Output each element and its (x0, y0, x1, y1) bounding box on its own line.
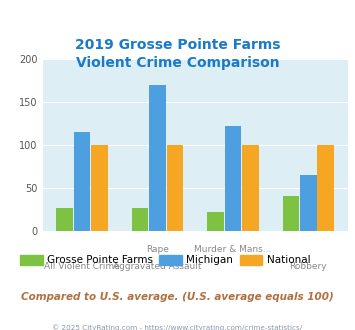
Bar (300, 175, 317, 231)
Text: Robbery: Robbery (290, 262, 327, 271)
Bar (283, 196, 299, 231)
Text: Aggravated Assault: Aggravated Assault (113, 262, 202, 271)
Bar (56, 208, 73, 231)
Bar (149, 85, 166, 231)
Text: © 2025 CityRating.com - https://www.cityrating.com/crime-statistics/: © 2025 CityRating.com - https://www.city… (53, 324, 302, 330)
Bar (225, 126, 241, 231)
Bar (207, 212, 224, 231)
Bar (242, 145, 258, 231)
Text: 2019 Grosse Pointe Farms
Violent Crime Comparison: 2019 Grosse Pointe Farms Violent Crime C… (75, 38, 280, 70)
Text: All Violent Crime: All Violent Crime (44, 262, 120, 271)
Bar (91, 145, 108, 231)
Bar (74, 132, 91, 231)
Text: Murder & Mans...: Murder & Mans... (194, 245, 272, 254)
Bar (166, 145, 183, 231)
Legend: Grosse Pointe Farms, Michigan, National: Grosse Pointe Farms, Michigan, National (16, 251, 315, 270)
Text: Compared to U.S. average. (U.S. average equals 100): Compared to U.S. average. (U.S. average … (21, 292, 334, 302)
Bar (132, 208, 148, 231)
Bar (317, 145, 334, 231)
Text: Rape: Rape (146, 245, 169, 254)
